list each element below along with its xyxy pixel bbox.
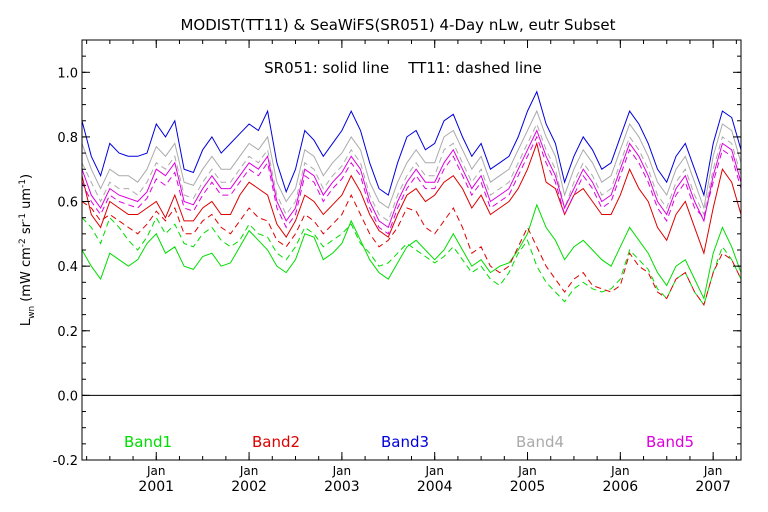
x-tick-label-year: 2001 xyxy=(138,479,174,495)
y-tick-label: 0.4 xyxy=(57,260,78,275)
x-tick-label-month: Jan xyxy=(332,464,352,478)
x-tick-label-year: 2004 xyxy=(417,479,453,495)
x-tick-label-year: 2007 xyxy=(695,479,731,495)
y-axis-label: Lwn(mW cm-2 sr-1 um-1) xyxy=(18,174,37,326)
series-line-band2-solid xyxy=(81,141,742,256)
series-line-band5-dashed xyxy=(81,135,742,235)
series-line-band1-dashed xyxy=(81,216,742,307)
series-line-band5-solid xyxy=(81,129,742,229)
y-axis-label-exp3: -1 xyxy=(18,179,28,188)
axes: -0.20.00.20.40.60.81.0Jan2001Jan2002Jan2… xyxy=(53,39,741,495)
y-axis-label-units: (mW cm xyxy=(19,247,34,302)
x-tick-label-year: 2003 xyxy=(324,479,360,495)
y-axis-label-main: L xyxy=(19,318,34,326)
x-tick-label-month: Jan xyxy=(146,464,166,478)
x-tick-label-year: 2006 xyxy=(603,479,639,495)
y-axis-label-mid2: um xyxy=(19,188,34,213)
x-tick-label-month: Jan xyxy=(424,464,444,478)
chart-title: MODIST(TT11) & SeaWiFS(SR051) 4-Day nLw,… xyxy=(180,16,615,34)
legend-label-band4: Band4 xyxy=(516,433,564,451)
x-tick-label-month: Jan xyxy=(239,464,259,478)
legend-label-band3: Band3 xyxy=(381,433,429,451)
y-tick-label: -0.2 xyxy=(53,454,78,469)
x-tick-label-year: 2002 xyxy=(231,479,267,495)
series-line-band1-solid xyxy=(81,203,742,301)
y-axis-label-sub: wn xyxy=(27,306,37,319)
y-tick-label: 0.0 xyxy=(57,389,78,404)
y-tick-label: 0.2 xyxy=(57,325,78,340)
y-axis-label-end: ) xyxy=(19,174,34,179)
chart-subtitle: SR051: solid line TT11: dashed line xyxy=(264,59,542,77)
x-tick-label-month: Jan xyxy=(703,464,723,478)
legend: Band1 Band2 Band3 Band4 Band5 xyxy=(124,433,694,451)
legend-label-band2: Band2 xyxy=(252,433,300,451)
x-tick-label-month: Jan xyxy=(517,464,537,478)
legend-label-band5: Band5 xyxy=(646,433,694,451)
legend-label-band1: Band1 xyxy=(124,433,172,451)
y-axis-label-exp1: -2 xyxy=(18,238,28,247)
series-line-band4-dashed xyxy=(81,122,742,222)
plot-area xyxy=(81,90,742,396)
series-line-band4-solid xyxy=(81,109,742,210)
series-line-band2-dashed xyxy=(81,193,742,307)
y-tick-label: 0.6 xyxy=(57,196,78,211)
y-axis-label-mid: sr xyxy=(19,221,34,238)
series-line-band3-solid xyxy=(81,90,742,198)
x-tick-label-year: 2005 xyxy=(510,479,546,495)
x-tick-label-month: Jan xyxy=(610,464,630,478)
y-tick-label: 1.0 xyxy=(57,66,78,81)
y-tick-label: 0.8 xyxy=(57,131,78,146)
y-axis-label-exp2: -1 xyxy=(18,213,28,222)
